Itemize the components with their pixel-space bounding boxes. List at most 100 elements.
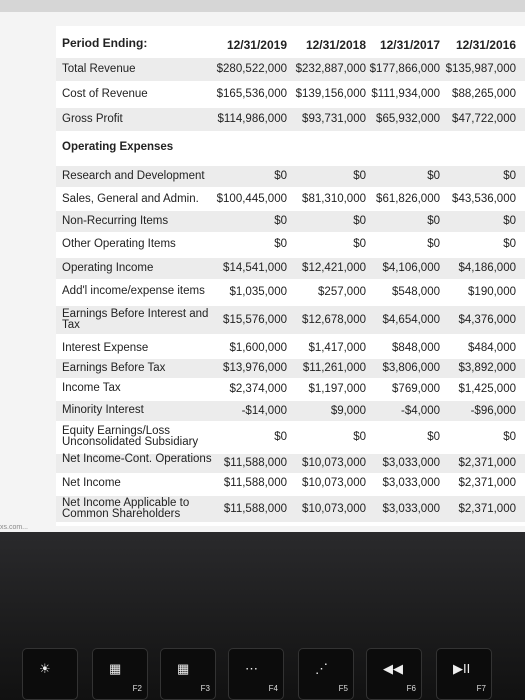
browser-bar bbox=[0, 0, 525, 12]
cell-value: $3,806,000 bbox=[382, 362, 440, 374]
key-icon: ☀ bbox=[39, 661, 51, 676]
table-row: Total Revenue $280,522,000 $232,887,000 $17… bbox=[56, 58, 525, 81]
cell-value: 12/31/2018 bbox=[305, 37, 366, 52]
cell-value: $190,000 bbox=[468, 285, 516, 298]
table-row: Minority Interest -$14,000 $9,000 -$4,000 -$… bbox=[56, 401, 525, 421]
cell-value: $2,371,000 bbox=[458, 477, 516, 489]
table-row: Cost of Revenue $165,536,000 $139,156,000 $… bbox=[56, 83, 525, 106]
key-label: F3 bbox=[200, 684, 210, 693]
keyboard-key: ▶II F7 bbox=[436, 648, 492, 700]
key-label: F5 bbox=[338, 684, 348, 693]
table-row: Net Income $11,588,000 $10,073,000 $3,033,0… bbox=[56, 474, 525, 493]
cell-value: $13,976,000 bbox=[223, 362, 287, 374]
cell-value: $2,374,000 bbox=[229, 382, 287, 395]
cell-value: $43,536,000 bbox=[452, 193, 516, 205]
cell-value: $114,986,000 bbox=[217, 113, 288, 125]
cell-value: $177,866,000 bbox=[369, 63, 440, 75]
cell-value: $0 bbox=[353, 238, 366, 250]
cell-value: $0 bbox=[274, 170, 287, 182]
cell-value: $0 bbox=[353, 170, 366, 182]
cell-value: $0 bbox=[274, 238, 287, 250]
table-row: Earnings Before Interest and Tax $15,576,… bbox=[56, 306, 525, 334]
key-label: F7 bbox=[476, 684, 486, 693]
cell-value: $548,000 bbox=[392, 285, 440, 298]
key-icon: ◀◀ bbox=[383, 661, 403, 676]
cell-value: $9,000 bbox=[330, 404, 366, 417]
cell-value: $139,156,000 bbox=[295, 88, 366, 100]
key-label: F2 bbox=[132, 684, 142, 693]
cell-value: $15,576,000 bbox=[223, 313, 287, 326]
row-label: Research and Development bbox=[62, 169, 205, 182]
table-row: Operating Expenses bbox=[56, 136, 525, 159]
key-icon: ⋰ bbox=[315, 661, 328, 676]
keyboard-key: ⋰ F5 bbox=[298, 648, 354, 700]
cell-value: $47,722,000 bbox=[452, 113, 516, 125]
row-label: Income Tax bbox=[62, 382, 121, 394]
cell-value: $3,033,000 bbox=[382, 502, 440, 515]
row-label: Sales, General and Admin. bbox=[62, 192, 199, 205]
cell-value: $0 bbox=[427, 430, 440, 443]
key-icon: ▦ bbox=[109, 661, 122, 676]
row-label: Equity Earnings/Loss Unconsolidated Subs… bbox=[62, 425, 199, 448]
cell-value: $11,261,000 bbox=[302, 362, 366, 374]
keyboard-key: ▦ F2 bbox=[92, 648, 148, 700]
row-label: Earnings Before Tax bbox=[62, 361, 166, 374]
cell-value: $11,588,000 bbox=[223, 477, 287, 489]
row-label: Add'l income/expense items bbox=[62, 285, 205, 297]
cell-value: $14,541,000 bbox=[223, 262, 287, 274]
row-label: Non-Recurring Items bbox=[62, 214, 169, 227]
cell-value: $848,000 bbox=[392, 342, 440, 354]
cell-value: $1,417,000 bbox=[308, 342, 366, 354]
cell-value: $10,073,000 bbox=[302, 457, 366, 469]
keyboard-key: ◀◀ F6 bbox=[366, 648, 422, 700]
cell-value: $100,445,000 bbox=[216, 193, 287, 205]
cell-value: $0 bbox=[427, 215, 440, 227]
cell-value: $1,425,000 bbox=[458, 382, 516, 395]
cell-value: $0 bbox=[274, 215, 287, 227]
cell-value: 12/31/2017 bbox=[379, 37, 440, 52]
row-label: Operating Income bbox=[62, 261, 154, 274]
cell-value: $3,033,000 bbox=[382, 457, 440, 469]
table-row: Operating Income $14,541,000 $12,421,000 $4… bbox=[56, 258, 525, 279]
table-row: Interest Expense $1,600,000 $1,417,000 $848… bbox=[56, 339, 525, 358]
cell-value: $484,000 bbox=[468, 342, 516, 354]
row-label: Operating Expenses bbox=[62, 140, 174, 153]
table-row: Earnings Before Tax $13,976,000 $11,261,00… bbox=[56, 359, 525, 378]
cell-value: $4,654,000 bbox=[382, 313, 440, 326]
cell-value: $3,033,000 bbox=[382, 477, 440, 489]
cell-value: $12,421,000 bbox=[302, 262, 366, 274]
cell-value: $12,678,000 bbox=[302, 313, 366, 326]
cell-value: $0 bbox=[503, 430, 516, 443]
cell-value: $0 bbox=[427, 238, 440, 250]
cell-value: -$96,000 bbox=[470, 404, 516, 417]
cell-value: $10,073,000 bbox=[302, 477, 366, 489]
cell-value: $111,934,000 bbox=[371, 88, 440, 100]
table-row: Research and Development $0 $0 $0 $0 bbox=[56, 166, 525, 187]
cell-value: $0 bbox=[503, 215, 516, 227]
table-row: Other Operating Items $0 $0 $0 $0 bbox=[56, 234, 525, 255]
cell-value: $11,588,000 bbox=[223, 457, 287, 469]
cell-value: 12/31/2016 bbox=[455, 37, 516, 52]
cell-value: $10,073,000 bbox=[302, 502, 366, 515]
cell-value: $1,035,000 bbox=[229, 285, 287, 298]
row-label: Minority Interest bbox=[62, 404, 144, 416]
key-label: F4 bbox=[268, 684, 278, 693]
cell-value: -$14,000 bbox=[241, 404, 287, 417]
keyboard-key: ☀ bbox=[22, 648, 78, 700]
cell-value: $1,197,000 bbox=[308, 382, 366, 395]
row-label: Net Income Applicable to Common Sharehol… bbox=[62, 497, 190, 520]
screen: xs.com... Period Ending: 12/31/2019 12/31/… bbox=[0, 0, 525, 532]
table-row: Period Ending: 12/31/2019 12/31/2018 12/31/… bbox=[56, 33, 525, 55]
key-icon: ⋯ bbox=[245, 661, 258, 676]
cell-value: $88,265,000 bbox=[452, 88, 516, 100]
table-row: Sales, General and Admin. $100,445,000 $81… bbox=[56, 189, 525, 210]
row-label: Earnings Before Interest and Tax bbox=[62, 308, 209, 331]
cell-value: $0 bbox=[427, 170, 440, 182]
cell-value: -$4,000 bbox=[400, 404, 440, 417]
cell-value: $769,000 bbox=[392, 382, 440, 395]
cell-value: $65,932,000 bbox=[376, 113, 440, 125]
cell-value: $165,536,000 bbox=[216, 88, 287, 100]
keyboard-key: ⋯ F4 bbox=[228, 648, 284, 700]
row-label: Interest Expense bbox=[62, 341, 149, 354]
